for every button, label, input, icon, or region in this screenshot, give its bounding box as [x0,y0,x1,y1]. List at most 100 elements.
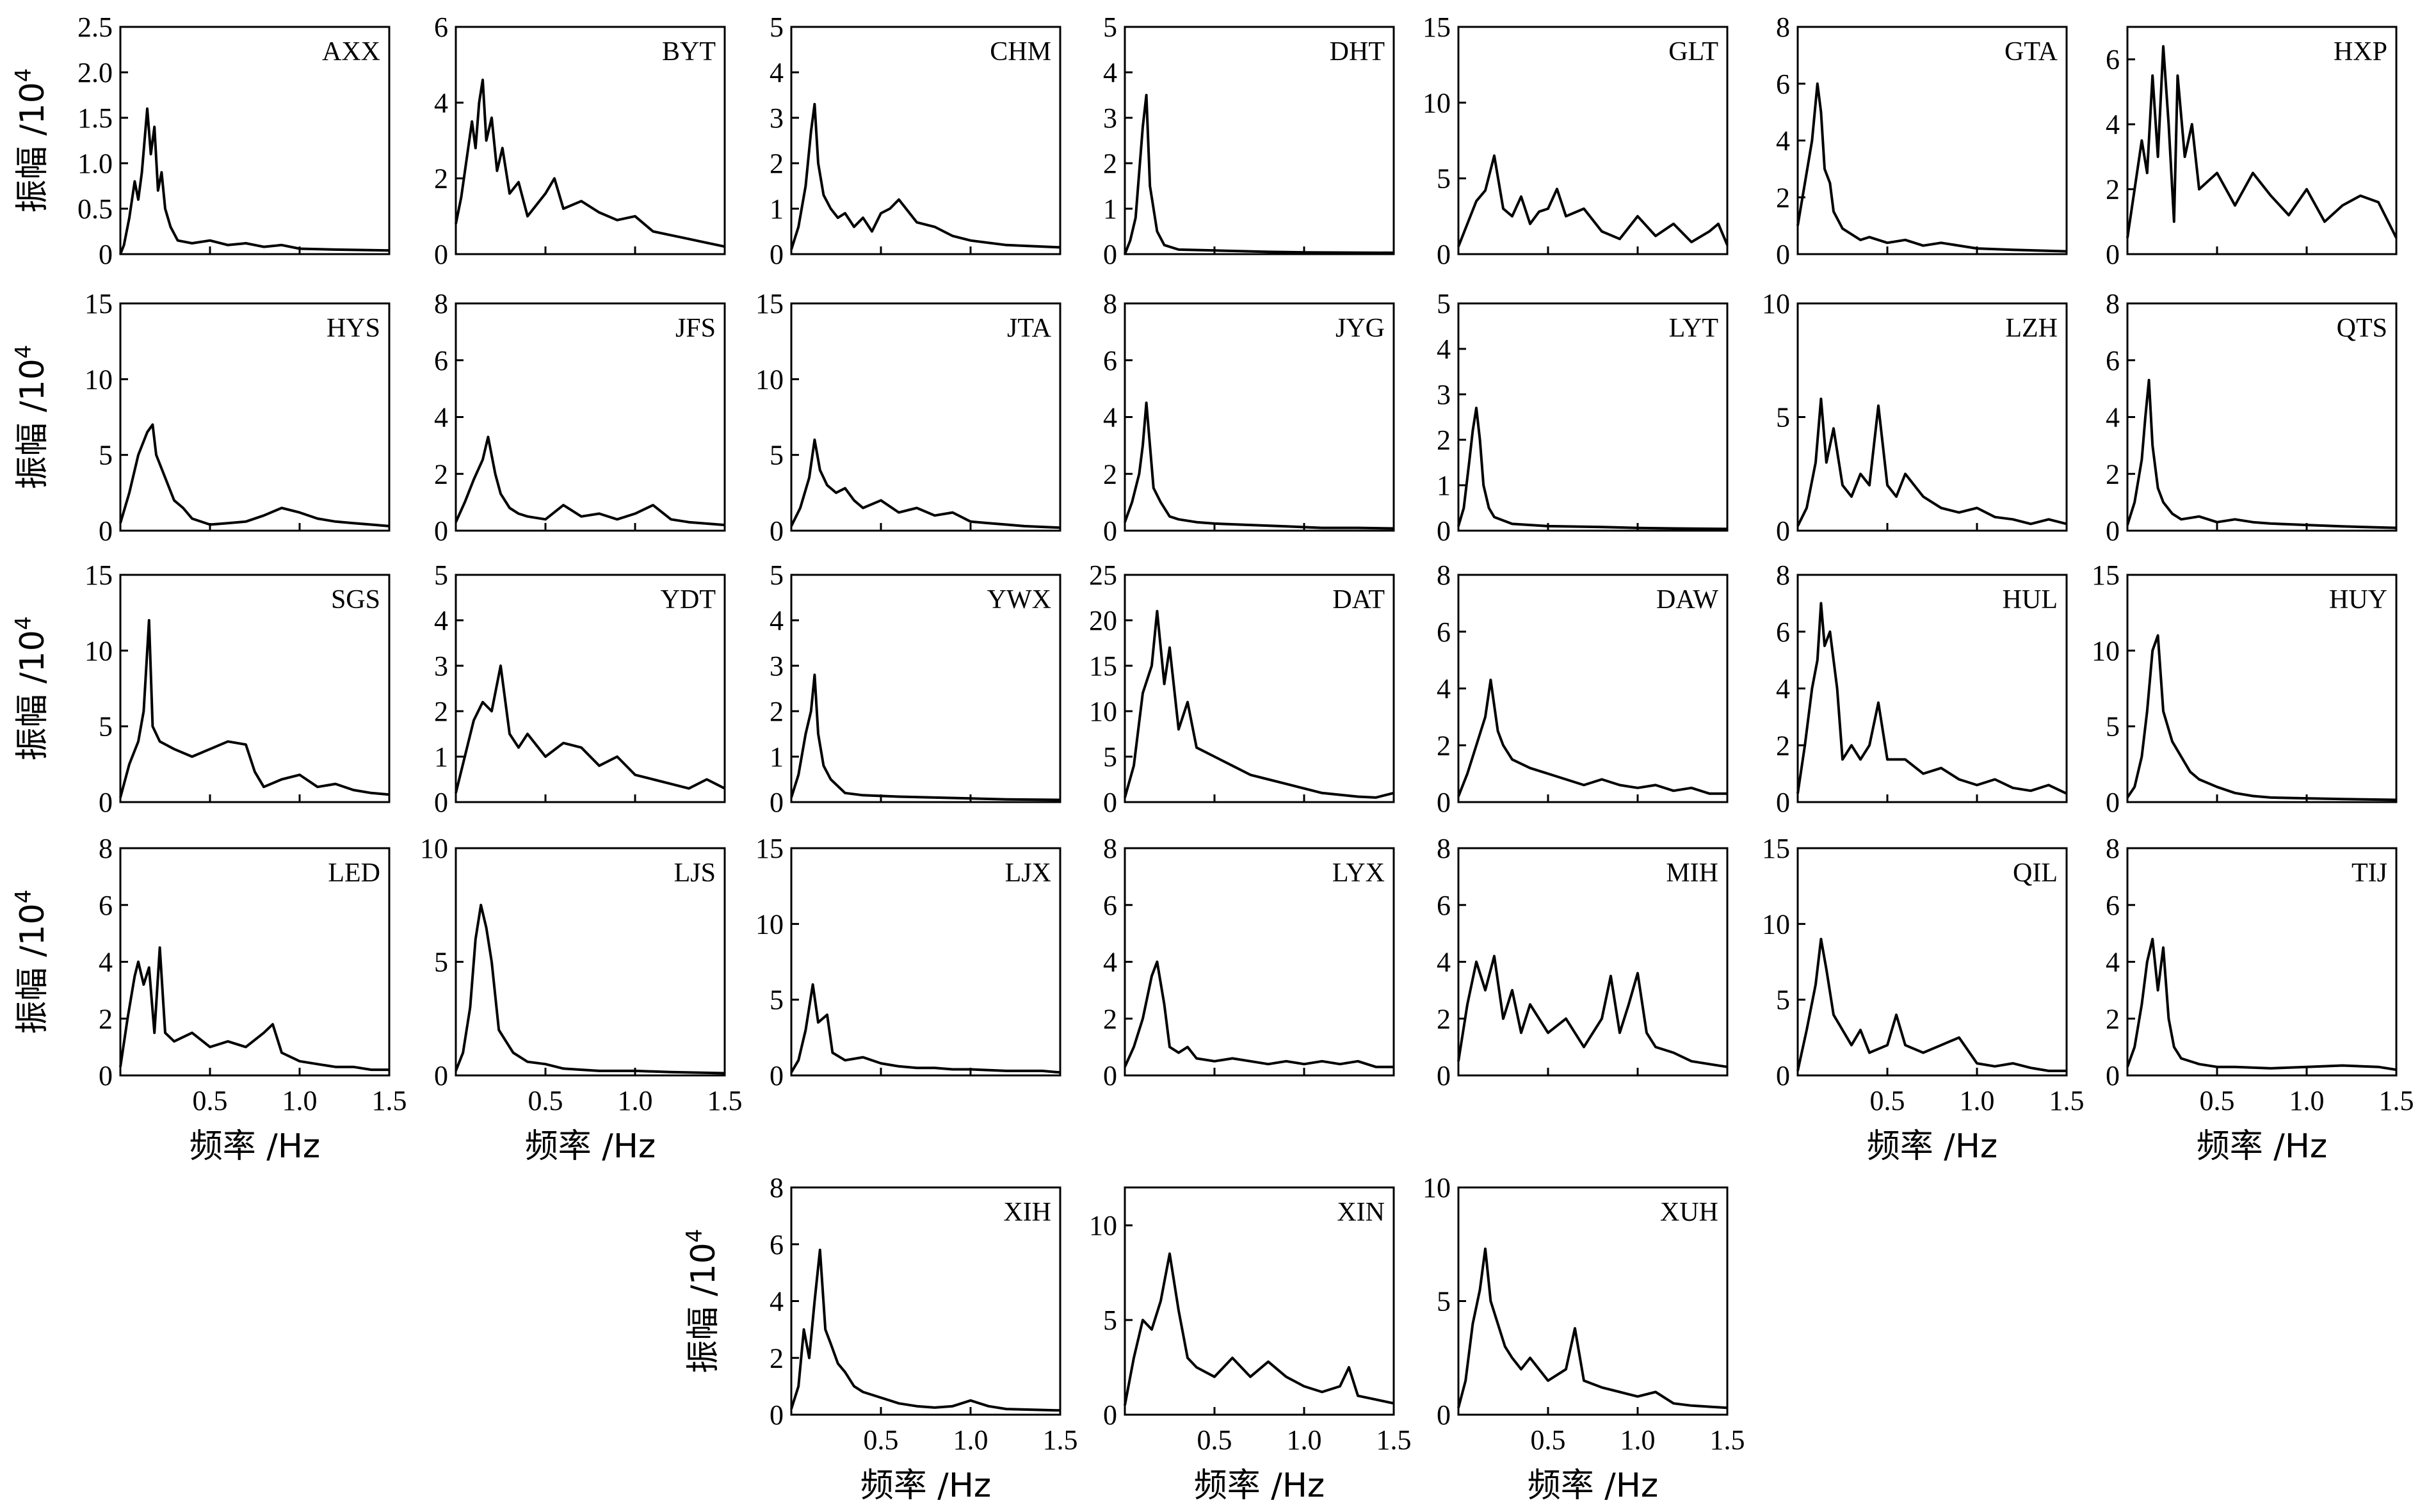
y-tick-label: 5 [1776,985,1790,1016]
y-tick-label: 0 [99,515,113,547]
y-tick-label: 1 [770,193,784,225]
y-tick-label: 6 [99,890,113,921]
y-tick-label: 8 [1776,12,1790,43]
y-tick-label: 15 [2092,559,2120,591]
spectrum-line [790,1248,1061,1412]
spectrum-line [1457,679,1727,797]
spectrum-line [1796,602,2067,795]
x-tick-label: 1.0 [953,1424,988,1456]
x-axis-title: 频率 /Hz [2197,1127,2327,1166]
x-tick-label: 0.5 [528,1085,563,1116]
station-label: LJX [1005,858,1051,888]
y-tick-label: 3 [434,650,448,682]
y-tick-label: 5 [1103,1305,1117,1336]
panel-qil: 0 5 10 15 0.5 1.0 1.5 频率 /Hz QIL [1762,833,2085,1166]
y-tick-label: 4 [1776,673,1790,705]
panel-daw: 0 2 4 6 8 DAW [1437,559,1729,818]
panel-frame [1124,574,1395,803]
spectrum-line [1124,960,1394,1068]
y-tick-label: 2 [1437,1003,1451,1034]
y-tick-label: 15 [755,833,784,864]
panel-glt: 0 5 10 15 GLT [1423,12,1729,270]
y-tick-label: 0 [2106,787,2120,818]
station-label: HUL [2003,585,2058,615]
y-axis-title: 振幅 /104 [11,345,52,490]
station-label: QTS [2337,314,2387,343]
y-tick-label: 3 [1437,379,1451,410]
y-tick-label: 1 [1437,470,1451,501]
station-label: XIN [1337,1198,1385,1227]
y-tick-label: 10 [1089,696,1117,727]
y-tick-label: 1.5 [77,102,113,134]
station-label: GTA [2005,37,2058,67]
y-tick-label: 5 [1103,12,1117,43]
panel-gta: 0 2 4 6 8 GTA [1776,12,2068,270]
x-tick-label: 0.5 [193,1085,228,1116]
y-tick-label: 10 [755,908,784,940]
spectrum-line [455,78,725,248]
y-tick-label: 4 [770,1286,784,1317]
panel-jyg: 0 2 4 6 8 JYG [1103,288,1395,547]
spectrum-line [455,664,725,794]
y-tick-label: 10 [1089,1210,1117,1241]
y-tick-label: 2 [1103,148,1117,179]
panel-frame [2126,574,2398,803]
spectrum-line [1124,401,1394,530]
y-axis-title: 振幅 /104 [682,1229,723,1374]
spectrum-line [2126,45,2398,239]
spectrum-line [1124,609,1394,799]
y-tick-label: 8 [1776,559,1790,591]
spectrum-line [1457,406,1728,531]
spectrum-line [119,946,389,1072]
panel-frame [790,302,1061,532]
panel-ljx: 0 5 10 15 LJX [755,833,1061,1091]
y-tick-label: 2 [770,1342,784,1374]
y-tick-label: 8 [1437,833,1451,864]
station-label: XUH [1660,1198,1718,1227]
y-tick-label: 0 [99,1060,113,1091]
y-tick-label: 1.0 [77,148,113,179]
x-axis-title: 频率 /Hz [525,1127,656,1166]
spectrum-line [119,619,390,798]
y-tick-label: 1 [1103,193,1117,225]
y-tick-label: 8 [1103,288,1117,319]
panel-hys: 0 5 10 15 振幅 /104 HYS [11,288,391,547]
panel-frame [119,574,391,803]
station-label: LYT [1669,314,1718,343]
x-axis-title: 频率 /Hz [1194,1467,1325,1505]
y-tick-label: 15 [1089,650,1117,682]
y-tick-label: 5 [770,985,784,1016]
y-tick-label: 25 [1089,559,1117,591]
panel-ywx: 0 1 2 3 4 5 YWX [770,559,1061,818]
station-label: MIH [1666,858,1718,888]
y-tick-label: 6 [1103,890,1117,921]
y-tick-label: 4 [770,57,784,88]
station-label: HYS [327,314,380,343]
y-tick-label: 5 [770,440,784,471]
y-tick-label: 4 [99,947,113,978]
panel-frame [790,574,1061,803]
y-tick-label: 15 [1423,12,1451,43]
y-tick-label: 4 [1437,334,1451,365]
y-tick-label: 4 [1103,402,1117,433]
spectrum-line [1796,82,2067,253]
spectrum-line [1457,954,1728,1068]
y-tick-label: 0 [434,515,448,547]
y-tick-label: 0 [770,239,784,270]
y-tick-label: 5 [434,559,448,591]
y-tick-label: 5 [1103,741,1117,773]
x-tick-label: 1.5 [1376,1424,1412,1456]
x-tick-label: 1.0 [282,1085,318,1116]
y-tick-label: 4 [1437,947,1451,978]
y-tick-label: 8 [99,833,113,864]
spectrum-line [455,903,725,1075]
y-tick-label: 8 [434,288,448,319]
y-tick-label: 5 [770,12,784,43]
x-axis-title: 频率 /Hz [1528,1467,1658,1505]
station-label: YWX [987,585,1051,615]
y-tick-label: 1 [434,741,448,773]
y-tick-label: 0 [1437,239,1451,270]
y-tick-label: 2 [1437,424,1451,456]
y-tick-label: 15 [85,559,113,591]
station-label: QIL [2013,858,2058,888]
